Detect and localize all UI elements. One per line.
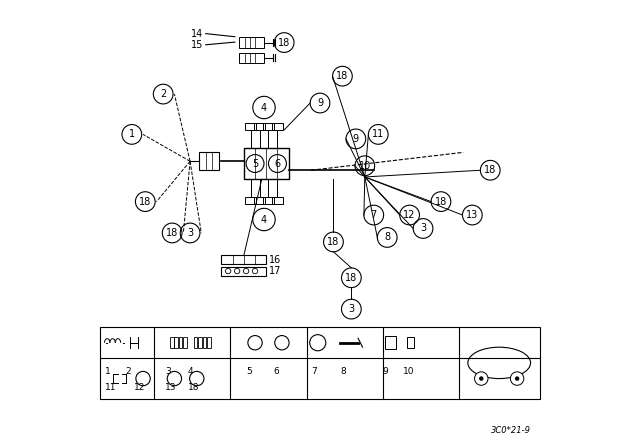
Bar [203, 337, 206, 348]
Bar [244, 148, 289, 179]
Bar [194, 337, 197, 348]
Text: 11: 11 [372, 129, 385, 139]
Text: 4: 4 [261, 103, 267, 112]
Bar [239, 53, 264, 63]
Text: 8: 8 [384, 233, 390, 242]
Text: 1: 1 [129, 129, 135, 139]
Text: 18: 18 [336, 71, 349, 81]
Text: 12: 12 [134, 383, 145, 392]
Text: 18: 18 [166, 228, 179, 238]
Text: 3: 3 [348, 304, 355, 314]
Bar [199, 152, 219, 170]
Text: 4: 4 [261, 215, 267, 224]
Bar [272, 123, 283, 130]
Text: 18: 18 [435, 197, 447, 207]
Text: 5: 5 [252, 159, 258, 168]
Circle shape [511, 372, 524, 385]
Text: 4: 4 [188, 367, 193, 376]
Text: 18: 18 [484, 165, 497, 175]
Text: 9: 9 [383, 367, 388, 376]
Bar [385, 336, 396, 349]
Bar [407, 337, 414, 348]
Text: 18: 18 [345, 273, 358, 283]
Text: 3: 3 [165, 367, 171, 376]
Text: 7: 7 [311, 367, 317, 376]
Bar [170, 337, 173, 348]
Bar [198, 337, 202, 348]
Bar [245, 197, 256, 204]
Text: 15: 15 [191, 40, 204, 50]
Text: 6: 6 [275, 159, 280, 168]
Text: 2: 2 [160, 89, 166, 99]
Text: 5: 5 [246, 367, 252, 376]
Text: 3: 3 [187, 228, 193, 238]
Text: 18: 18 [278, 38, 291, 47]
Bar [221, 255, 266, 264]
Text: 17: 17 [269, 266, 281, 276]
Text: 14: 14 [191, 29, 204, 39]
Circle shape [515, 376, 520, 381]
Bar [245, 123, 256, 130]
Text: 11: 11 [105, 383, 116, 392]
Text: 13: 13 [165, 383, 177, 392]
Bar [239, 37, 264, 48]
Text: 6: 6 [273, 367, 278, 376]
Bar [175, 337, 178, 348]
Text: 16: 16 [269, 255, 281, 265]
Bar [272, 197, 283, 204]
Bar [184, 337, 187, 348]
Text: 13: 13 [466, 210, 479, 220]
Text: 1: 1 [105, 367, 111, 376]
Text: 3C0*21-9: 3C0*21-9 [491, 426, 531, 435]
Bar [179, 337, 182, 348]
Circle shape [474, 372, 488, 385]
Text: 10: 10 [403, 367, 414, 376]
Text: 18: 18 [188, 383, 199, 392]
Bar [254, 123, 265, 130]
Bar [263, 197, 274, 204]
Text: 7: 7 [371, 210, 377, 220]
Text: 2: 2 [125, 367, 131, 376]
Text: 18: 18 [327, 237, 340, 247]
Bar [207, 337, 211, 348]
Text: 3: 3 [420, 224, 426, 233]
Bar [100, 327, 540, 399]
Bar [221, 267, 266, 276]
Text: 9: 9 [353, 134, 359, 144]
Circle shape [479, 376, 484, 381]
Text: 10: 10 [358, 161, 371, 171]
Text: 18: 18 [139, 197, 152, 207]
Bar [254, 197, 265, 204]
Text: 9: 9 [317, 98, 323, 108]
Bar [263, 123, 274, 130]
Text: 8: 8 [340, 367, 346, 376]
Text: 12: 12 [403, 210, 416, 220]
